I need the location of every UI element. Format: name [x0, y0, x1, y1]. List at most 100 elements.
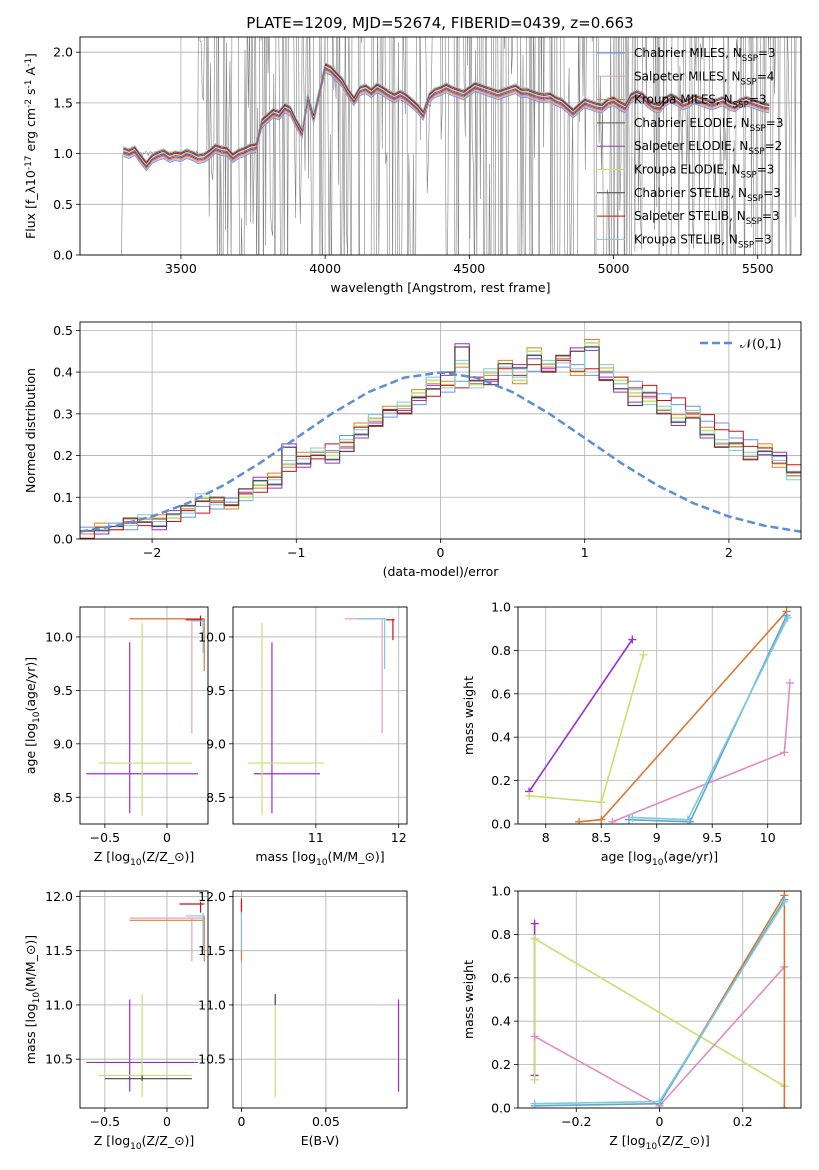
- label-part: 10: [652, 858, 664, 868]
- y-tick-label: 12.0: [45, 889, 73, 904]
- y-tick-label: 0.8: [491, 643, 511, 658]
- panel-age-vs-z: −0.5 08.59.09.510.0Z [log10(Z/Z_⊙)]age [l…: [23, 606, 209, 868]
- legend-label: Salpeter STELIB, NSSP=3: [634, 209, 780, 227]
- axes-frame: [79, 890, 209, 1109]
- y-tick-label: 1.0: [53, 146, 73, 161]
- x-tick-label: 0: [237, 1114, 245, 1129]
- panel-residuals: −2 −1 0 1 2 0.0 0.1 0.2 0.3 0.4 0.5 (data-model)/er…: [23, 321, 802, 579]
- label-part: SSP: [733, 101, 749, 111]
- y-tick-label: 0.1: [53, 490, 73, 505]
- y-axis-label: mass [log10(M/M_⊙)]: [23, 935, 42, 1064]
- label-part: s: [23, 88, 38, 99]
- weight-marker: [597, 815, 606, 824]
- legend-label: 𝒩(0,1): [740, 336, 782, 351]
- legend-label: Kroupa STELIB, NSSP=3: [634, 232, 772, 250]
- label-part: -1: [24, 58, 34, 67]
- model-line-salpeter_stelib: [123, 63, 770, 163]
- plot-area: [86, 615, 205, 816]
- weight-marker: [530, 1099, 539, 1108]
- label-part: 𝒩(0,1): [740, 336, 782, 351]
- x-tick-label: 0: [656, 1114, 664, 1129]
- axes-frame: [517, 890, 802, 1109]
- label-part: (data-model)/error: [383, 564, 500, 579]
- label-part: Kroupa STELIB, N: [634, 232, 738, 246]
- y-tick-label: 0.2: [491, 1057, 511, 1072]
- weight-marker: [628, 813, 637, 822]
- label-part: =4: [757, 69, 775, 83]
- weight-line-wline_f: [632, 617, 789, 821]
- label-part: =3: [758, 46, 776, 60]
- label-part: (Z/Z_⊙)]: [142, 1133, 195, 1148]
- model-line-kroupa_stelib: [123, 61, 770, 162]
- label-part: (age/yr)]: [23, 657, 38, 712]
- y-tick-label: 0.4: [491, 730, 511, 745]
- label-part: 10: [646, 1142, 658, 1152]
- legend-label: Chabrier MILES, NSSP=3: [634, 46, 776, 64]
- y-tick-label: 0.3: [53, 406, 73, 421]
- label-part: -2: [24, 99, 34, 108]
- panel-spectrum: 3500 4000 4500 5000 5500 0.0 0.5 1.0 1.5 2.0 wavel…: [23, 36, 802, 295]
- model-line-chabrier_stelib: [123, 64, 770, 165]
- x-tick-label: 8.5: [591, 830, 611, 845]
- x-tick-label: 12: [391, 830, 407, 845]
- label-part: mass [log: [23, 1003, 38, 1064]
- weight-marker: [575, 817, 584, 824]
- label-part: SSP: [748, 147, 764, 157]
- x-axis-label: Z [log10(Z/Z_⊙)]: [94, 1133, 195, 1152]
- legend-label: Kroupa ELODIE, NSSP=3: [634, 163, 774, 181]
- label-part: A: [23, 66, 38, 79]
- y-tick-label: 10.5: [198, 1052, 226, 1067]
- label-part: -17: [24, 155, 34, 170]
- label-part: =3: [754, 232, 772, 246]
- plot-area: [525, 607, 794, 824]
- label-part: Salpeter ELODIE, N: [634, 139, 748, 153]
- y-tick-label: 0.0: [53, 248, 73, 263]
- panel-mass-vs-z: −0.5 010.511.011.512.0Z [log10(Z/Z_⊙)]mas…: [23, 889, 209, 1152]
- weight-line-wline_b: [529, 654, 645, 804]
- weight-marker: [783, 613, 792, 622]
- label-part: Chabrier ELODIE, N: [634, 116, 750, 130]
- weight-marker: [530, 934, 539, 943]
- axes-frame: [232, 890, 408, 1109]
- label-part: wavelength [Angstrom, rest frame]: [330, 280, 550, 295]
- model-line-salpeter_elodie: [123, 66, 770, 167]
- plot-area: [247, 618, 395, 816]
- plot-area: [80, 339, 801, 539]
- label-part: 10: [32, 711, 42, 723]
- legend-label: Chabrier ELODIE, NSSP=3: [634, 116, 783, 134]
- plot-area: [97, 37, 797, 255]
- axes-frame: [232, 606, 408, 825]
- weight-marker: [785, 678, 794, 687]
- legend-label: Kroupa MILES, NSSP=3: [634, 93, 767, 111]
- label-part: SSP: [746, 217, 762, 227]
- weight-line-wline_a: [528, 639, 633, 792]
- x-tick-label: 1: [581, 545, 589, 560]
- y-axis-label: age [log10(age/yr)]: [23, 657, 42, 774]
- legend: Chabrier MILES, NSSP=3 Salpeter MILES, N S…: [597, 46, 783, 250]
- y-tick-label: 9.0: [53, 736, 73, 751]
- x-tick-label: 9: [653, 830, 661, 845]
- x-tick-label: 9.5: [702, 830, 722, 845]
- observed-spectrum-line: [97, 37, 797, 255]
- legend: 𝒩(0,1): [700, 336, 782, 351]
- axes-frame: [79, 321, 802, 540]
- plot-area: [86, 901, 205, 1098]
- y-tick-label: 0.6: [491, 970, 511, 985]
- panel-mass-vs-ebv: 0 0.05 10.5 11.0 11.5 12.0 E(B-V): [198, 889, 408, 1148]
- y-tick-label: 1.5: [53, 95, 73, 110]
- y-tick-label: 10.5: [45, 1052, 73, 1067]
- x-tick-label: 0.2: [733, 1114, 753, 1129]
- label-part: Salpeter MILES, N: [634, 69, 741, 83]
- y-tick-label: 0.0: [491, 817, 511, 832]
- y-tick-label: 9.5: [206, 683, 226, 698]
- x-tick-label: 0: [437, 545, 445, 560]
- weight-marker: [780, 897, 789, 906]
- x-tick-label: 10: [760, 830, 776, 845]
- y-axis-label: mass weight: [461, 960, 476, 1039]
- label-part: 10: [130, 1142, 142, 1152]
- x-tick-label: −0.5: [90, 1114, 120, 1129]
- legend-label: Chabrier STELIB, NSSP=3: [634, 186, 781, 204]
- weight-marker: [639, 650, 648, 659]
- figure-title: PLATE=1209, MJD=52674, FIBERID=0439, z=0…: [246, 14, 633, 32]
